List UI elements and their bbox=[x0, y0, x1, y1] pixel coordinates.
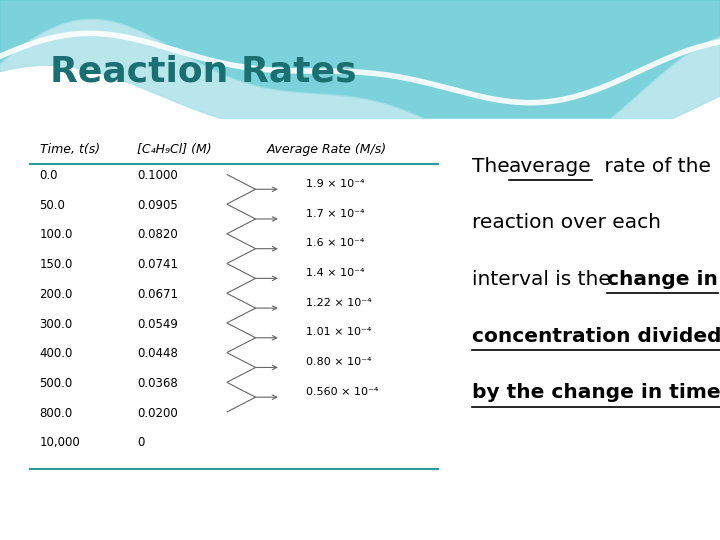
Text: 10,000: 10,000 bbox=[40, 436, 81, 449]
Text: interval is the: interval is the bbox=[472, 270, 617, 289]
Text: 1.01 × 10⁻⁴: 1.01 × 10⁻⁴ bbox=[306, 327, 372, 338]
Text: 100.0: 100.0 bbox=[40, 228, 73, 241]
Text: 0.0820: 0.0820 bbox=[137, 228, 178, 241]
Text: 0.0: 0.0 bbox=[40, 169, 58, 182]
Text: reaction over each: reaction over each bbox=[472, 213, 661, 232]
Text: 0.0671: 0.0671 bbox=[137, 288, 178, 301]
Text: 1.6 × 10⁻⁴: 1.6 × 10⁻⁴ bbox=[306, 238, 364, 248]
Text: 0.0448: 0.0448 bbox=[137, 347, 178, 360]
Text: 1.22 × 10⁻⁴: 1.22 × 10⁻⁴ bbox=[306, 298, 372, 308]
Text: concentration divided: concentration divided bbox=[472, 327, 720, 346]
Text: Reaction Rates: Reaction Rates bbox=[50, 54, 357, 88]
Text: 0.0741: 0.0741 bbox=[137, 258, 178, 271]
Text: 0.0200: 0.0200 bbox=[137, 407, 178, 420]
Text: 0.1000: 0.1000 bbox=[137, 169, 178, 182]
Text: 0.0905: 0.0905 bbox=[137, 199, 178, 212]
Text: 0.0549: 0.0549 bbox=[137, 318, 178, 330]
Text: by the change in time:: by the change in time: bbox=[472, 383, 720, 402]
Text: The: The bbox=[472, 157, 516, 176]
Text: Average Rate (M/s): Average Rate (M/s) bbox=[266, 143, 387, 156]
Text: 0.560 × 10⁻⁴: 0.560 × 10⁻⁴ bbox=[306, 387, 379, 397]
Text: change in: change in bbox=[607, 270, 718, 289]
Text: rate of the: rate of the bbox=[598, 157, 711, 176]
Text: 0.0368: 0.0368 bbox=[137, 377, 178, 390]
Text: [C₄H₉Cl] (M): [C₄H₉Cl] (M) bbox=[137, 143, 212, 156]
Text: 150.0: 150.0 bbox=[40, 258, 73, 271]
Text: 400.0: 400.0 bbox=[40, 347, 73, 360]
Text: 200.0: 200.0 bbox=[40, 288, 73, 301]
Text: Time, t(s): Time, t(s) bbox=[40, 143, 100, 156]
Text: 300.0: 300.0 bbox=[40, 318, 73, 330]
Text: 800.0: 800.0 bbox=[40, 407, 73, 420]
Text: 50.0: 50.0 bbox=[40, 199, 66, 212]
Text: average: average bbox=[509, 157, 592, 176]
Text: 1.4 × 10⁻⁴: 1.4 × 10⁻⁴ bbox=[306, 268, 364, 278]
Text: 500.0: 500.0 bbox=[40, 377, 73, 390]
Text: 1.9 × 10⁻⁴: 1.9 × 10⁻⁴ bbox=[306, 179, 364, 189]
Text: 0: 0 bbox=[137, 436, 144, 449]
Text: 0.80 × 10⁻⁴: 0.80 × 10⁻⁴ bbox=[306, 357, 372, 367]
Text: 1.7 × 10⁻⁴: 1.7 × 10⁻⁴ bbox=[306, 208, 364, 219]
